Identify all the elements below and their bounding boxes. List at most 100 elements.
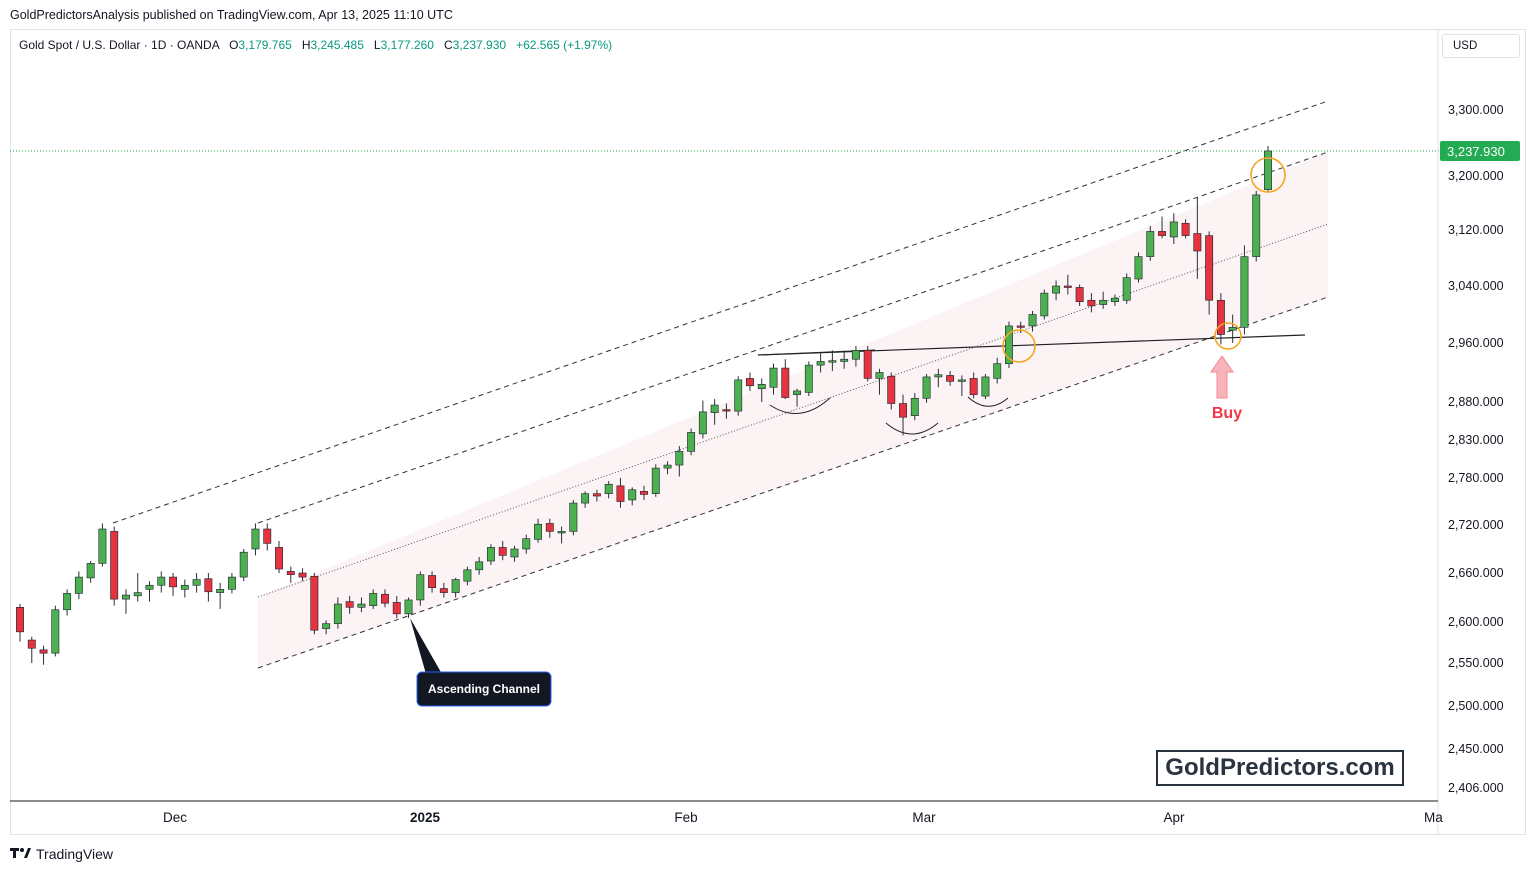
price-tick-label: 2,406.000	[1448, 781, 1504, 795]
candle-down	[722, 409, 731, 412]
candle-up	[251, 528, 260, 550]
buy-arrow-icon	[1210, 355, 1234, 399]
candle-down	[1216, 299, 1225, 335]
time-tick-label: Apr	[1163, 810, 1185, 825]
low-label: L	[373, 38, 381, 52]
candle-up	[216, 589, 225, 593]
candle-up	[828, 360, 837, 363]
currency-button[interactable]: USD	[1442, 34, 1520, 58]
candle-up	[98, 528, 107, 564]
time-tick-label: Feb	[674, 810, 697, 825]
candle-up	[1052, 285, 1061, 294]
time-axis[interactable]: Dec 2025 Feb Mar Apr Ma	[10, 800, 1443, 825]
candle-down	[381, 593, 389, 604]
candle-up	[604, 483, 613, 494]
candle-up	[510, 548, 519, 558]
publisher-line: GoldPredictorsAnalysis published on Trad…	[10, 8, 453, 22]
callout-box	[416, 671, 552, 707]
price-tick-label: 3,300.000	[1448, 103, 1504, 117]
candle-up	[1040, 292, 1049, 317]
price-tick-label: 2,880.000	[1448, 395, 1504, 409]
candle-up	[486, 547, 495, 562]
candle-up	[675, 451, 684, 466]
candle-up	[369, 593, 378, 606]
price-tick-label: 3,040.000	[1448, 279, 1504, 293]
channel-upper-outer	[112, 100, 1329, 524]
candle-down	[545, 523, 554, 532]
price-tick-label: 2,550.000	[1448, 656, 1504, 670]
candle-down	[310, 575, 319, 631]
price-axis[interactable]: 3,300.000 3,200.000 3,120.000 3,040.000 2,96…	[1437, 30, 1520, 834]
candle-down	[275, 547, 283, 570]
candle-down	[498, 547, 507, 556]
candle-up	[1169, 221, 1178, 238]
symbol-legend: Gold Spot / U.S. Dollar · 1D · OANDA O3,…	[19, 38, 612, 52]
open-label: O	[229, 38, 239, 52]
candle-up	[239, 551, 248, 578]
candle-up	[840, 358, 849, 362]
candle-down	[298, 572, 307, 578]
candle-up	[51, 609, 60, 654]
tradingview-wordmark: TradingView	[36, 846, 114, 862]
candle-down	[169, 576, 178, 588]
rounded-bottom-arc	[967, 396, 1009, 407]
candle-down	[1016, 325, 1025, 328]
low-value: 3,177.260	[380, 38, 434, 52]
candle-down	[204, 578, 213, 593]
candle-up	[804, 364, 813, 393]
candle-down	[110, 531, 119, 600]
candle-down	[345, 601, 354, 608]
candle-down	[781, 367, 790, 398]
open-value: 3,179.765	[238, 38, 292, 52]
price-tick-label: 2,720.000	[1448, 518, 1504, 532]
price-tick-label: 2,660.000	[1448, 566, 1504, 580]
buy-label: Buy	[1212, 405, 1242, 422]
candle-up	[993, 363, 1002, 379]
candle-up	[1264, 150, 1272, 190]
callout-pointer	[410, 618, 442, 674]
candle-up	[192, 579, 201, 586]
time-tick-label: Dec	[163, 810, 187, 825]
watermark: GoldPredictors.com	[1156, 750, 1404, 786]
candle-up	[451, 579, 460, 593]
symbol-name: Gold Spot / U.S. Dollar · 1D · OANDA	[19, 38, 220, 52]
candle-up	[851, 350, 860, 360]
candle-down	[1087, 299, 1096, 307]
candle-up	[651, 467, 660, 494]
candle-up	[1099, 299, 1108, 305]
candle-down	[27, 639, 36, 649]
high-label: H	[301, 38, 311, 52]
candle-down	[1193, 233, 1202, 252]
candle-down	[39, 649, 48, 654]
candle-down	[969, 378, 978, 395]
candle-up	[357, 603, 366, 608]
candle-down	[863, 350, 872, 379]
tradingview-logo[interactable]: TradingView	[10, 846, 113, 862]
candle-down	[946, 375, 955, 382]
candle-up	[816, 361, 825, 366]
candle-up	[1240, 256, 1249, 328]
price-tick-label: 2,450.000	[1448, 742, 1504, 756]
candle-up	[63, 593, 72, 611]
price-tick-label: 2,600.000	[1448, 615, 1504, 629]
candle-up	[793, 390, 802, 395]
candle-up	[1228, 327, 1237, 331]
price-tick-label: 2,500.000	[1448, 699, 1504, 713]
candle-down	[439, 588, 448, 593]
candle-up	[86, 563, 95, 579]
candle-up	[581, 493, 590, 504]
candle-down	[640, 491, 648, 495]
candle-up	[534, 523, 542, 540]
candle-up	[145, 584, 154, 590]
candle-up	[957, 379, 966, 382]
price-tick-label: 2,830.000	[1448, 433, 1504, 447]
candle-down	[1075, 287, 1084, 302]
candle-up	[922, 376, 931, 399]
tradingview-icon	[10, 847, 32, 862]
change-value: +62.565 (+1.97%)	[516, 38, 613, 52]
candle-up	[1110, 297, 1119, 302]
candle-down	[1205, 235, 1214, 301]
annotations: Buy Ascending Channel	[410, 157, 1286, 707]
candle-up	[404, 599, 413, 615]
